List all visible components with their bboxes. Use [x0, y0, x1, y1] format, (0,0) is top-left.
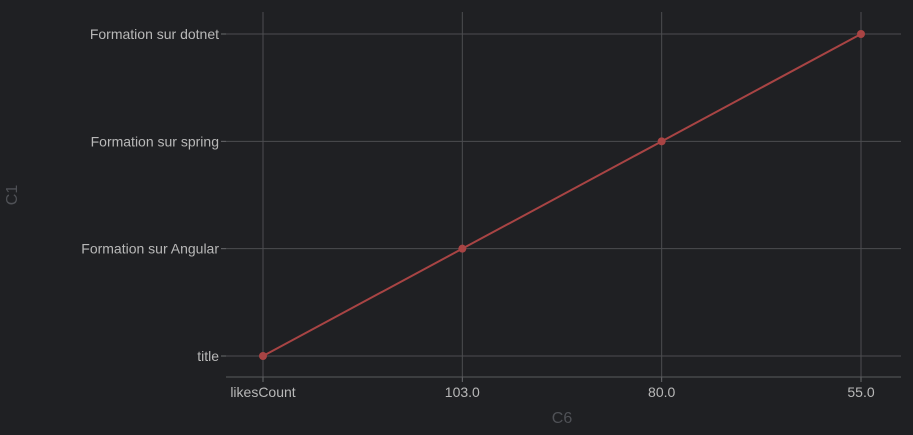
data-point[interactable]	[259, 352, 267, 360]
y-axis-title: C1	[4, 185, 21, 206]
x-axis-title: C6	[552, 410, 573, 427]
y-tick-label: Formation sur spring	[91, 133, 219, 149]
data-point[interactable]	[458, 244, 467, 253]
y-tick-label: Formation sur Angular	[81, 241, 219, 257]
grid-lines	[226, 12, 901, 377]
series-layer	[259, 30, 865, 360]
x-tick-label: 55.0	[847, 384, 874, 400]
x-tick-label: 103.0	[445, 384, 480, 400]
y-tick-label: Formation sur dotnet	[90, 26, 219, 42]
x-tick-label: likesCount	[230, 384, 295, 400]
y-tick-label: title	[197, 348, 219, 364]
axes: likesCount 103.0 80.0 55.0 title Formation su…	[81, 26, 901, 400]
series-line	[262, 33, 862, 357]
data-point[interactable]	[857, 30, 865, 38]
data-point[interactable]	[657, 137, 666, 146]
x-tick-label: 80.0	[648, 384, 675, 400]
